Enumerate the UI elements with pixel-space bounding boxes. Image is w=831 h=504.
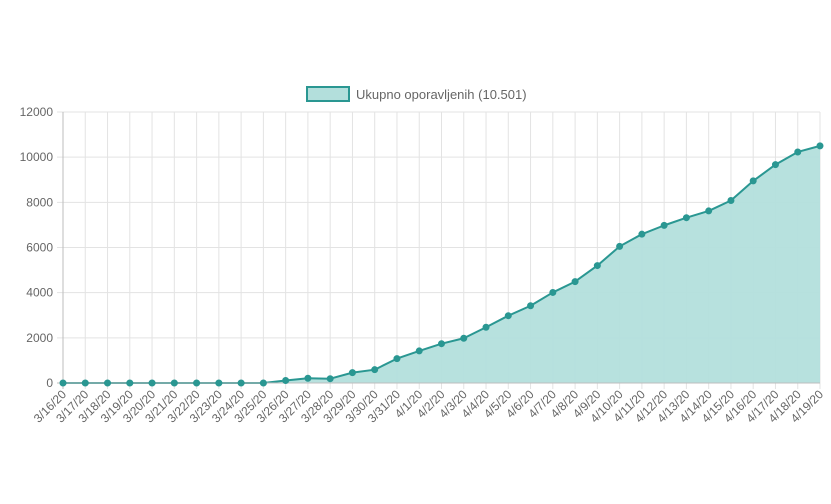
- data-point: [771, 161, 779, 169]
- y-tick-label: 12000: [20, 105, 54, 119]
- data-point: [304, 374, 312, 382]
- data-point: [148, 379, 156, 387]
- data-point: [460, 334, 468, 342]
- y-tick-label: 0: [46, 376, 53, 390]
- data-point: [126, 379, 134, 387]
- data-point: [527, 302, 535, 310]
- data-point: [438, 340, 445, 348]
- series-area-fill: [63, 145, 820, 383]
- y-tick-label: 6000: [26, 241, 53, 255]
- legend-label[interactable]: Ukupno oporavljenih (10.501): [356, 87, 527, 102]
- data-point: [59, 379, 67, 387]
- data-point: [81, 379, 89, 387]
- data-point: [482, 323, 490, 331]
- y-tick-label: 10000: [20, 150, 54, 164]
- data-point: [170, 379, 178, 387]
- data-point: [326, 375, 334, 383]
- data-point: [794, 148, 802, 156]
- data-point: [504, 312, 512, 320]
- legend[interactable]: Ukupno oporavljenih (10.501): [306, 86, 527, 102]
- data-point: [616, 242, 624, 250]
- data-point: [393, 355, 401, 363]
- y-tick-labels: 0 2000 4000 6000 8000 10000 12000: [20, 105, 54, 390]
- legend-swatch[interactable]: [306, 86, 350, 102]
- series-points: [59, 142, 824, 387]
- data-point: [682, 214, 690, 222]
- data-point: [749, 177, 757, 185]
- data-point: [638, 230, 646, 238]
- data-point: [593, 262, 601, 270]
- data-point: [816, 142, 824, 150]
- data-point: [571, 278, 579, 286]
- data-point: [104, 379, 112, 387]
- data-point: [259, 379, 267, 387]
- axes: [62, 112, 820, 384]
- y-tick-label: 8000: [26, 195, 53, 209]
- data-point: [727, 197, 735, 205]
- data-point: [415, 347, 423, 355]
- x-tick-labels: 3/16/203/17/203/18/203/19/203/20/203/21/…: [31, 387, 826, 425]
- data-point: [705, 207, 713, 215]
- data-point: [660, 221, 668, 229]
- data-point: [371, 366, 379, 374]
- data-point: [193, 379, 201, 387]
- data-point: [348, 369, 356, 377]
- data-point: [282, 377, 290, 385]
- y-tick-label: 2000: [26, 331, 53, 345]
- data-point: [237, 379, 245, 387]
- y-tick-label: 4000: [26, 286, 53, 300]
- data-point: [549, 288, 557, 296]
- data-point: [215, 379, 223, 387]
